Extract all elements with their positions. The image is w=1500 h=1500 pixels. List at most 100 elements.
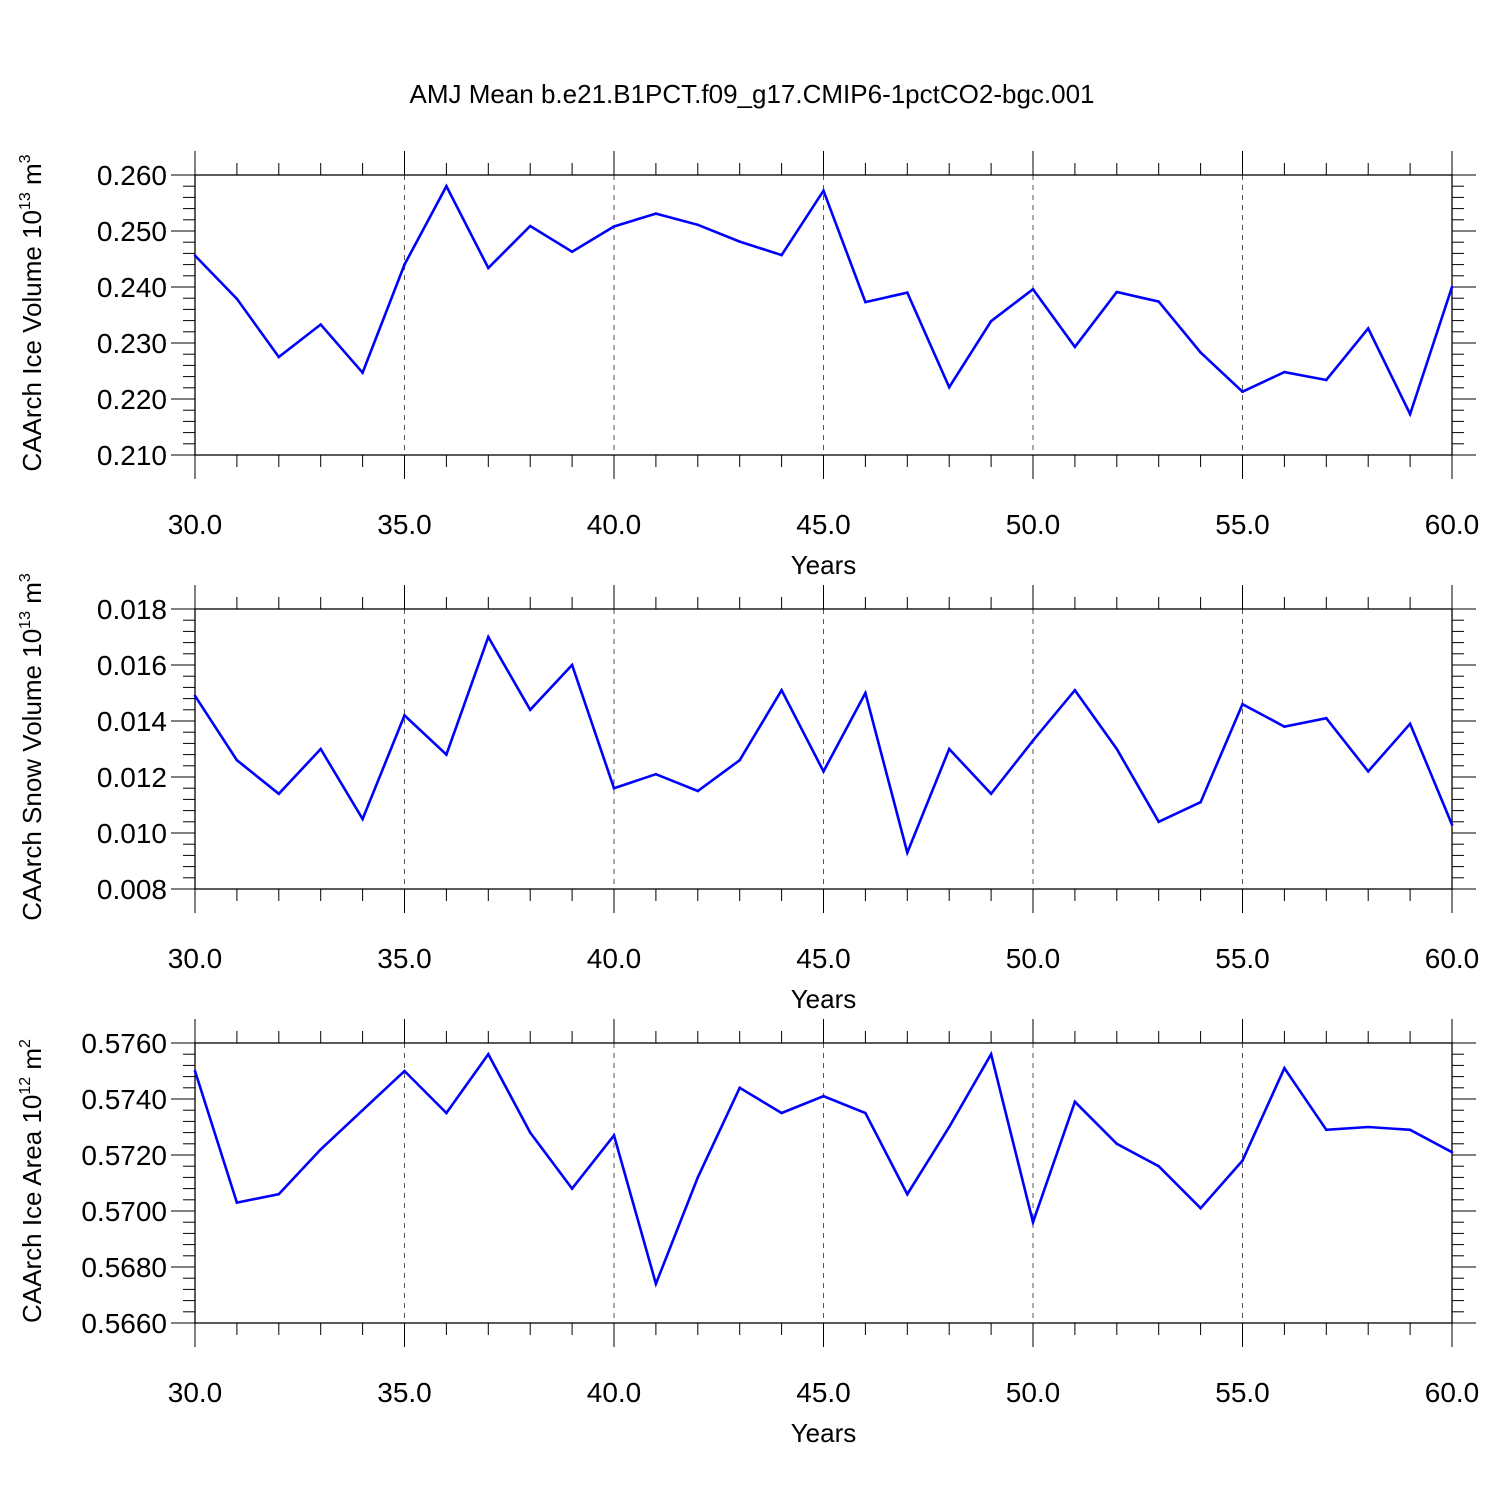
data-point — [361, 817, 364, 821]
y-axis-label: CAArch Ice Area 1012 m2 — [17, 1039, 47, 1323]
y-tick-label: 0.010 — [97, 818, 167, 849]
data-point — [403, 263, 406, 266]
data-point — [654, 772, 658, 776]
y-tick-label: 0.5740 — [81, 1084, 167, 1115]
data-point — [1157, 820, 1160, 824]
data-point — [277, 1192, 281, 1196]
x-tick-label: 30.0 — [168, 509, 223, 540]
data-point — [487, 1052, 490, 1056]
y-tick-label: 0.5660 — [81, 1308, 167, 1339]
panels: 0.210 0.220 0.230 0.240 0.250 0.260 30.0 35.0 40… — [17, 151, 1479, 1448]
data-point — [612, 225, 616, 228]
data-point — [235, 297, 239, 301]
data-point — [1408, 722, 1412, 726]
data-point — [528, 1131, 532, 1134]
chart-panel-2: 0.008 0.010 0.012 0.014 0.016 0.018 30.0 35.0 40… — [17, 573, 1479, 1014]
data-point — [989, 1052, 993, 1056]
data-point — [947, 747, 951, 751]
data-point — [1241, 390, 1244, 394]
y-axis-label: CAArch Ice Volume 1013 m3 — [17, 154, 47, 471]
y-tick-label: 0.240 — [97, 272, 167, 303]
x-axis-label: Years — [791, 984, 857, 1014]
data-point — [403, 1069, 406, 1073]
data-point — [612, 1134, 616, 1137]
y-tick-label: 0.5720 — [81, 1140, 167, 1171]
data-point — [696, 1176, 700, 1179]
data-point — [1325, 1128, 1328, 1132]
x-tick-label: 45.0 — [796, 943, 851, 974]
data-point — [947, 385, 951, 389]
data-point — [361, 1108, 364, 1112]
data-point — [487, 266, 490, 270]
data-point — [738, 758, 741, 762]
data-point — [864, 300, 867, 304]
data-point — [1157, 1164, 1160, 1168]
data-point — [822, 189, 825, 192]
data-point — [445, 184, 448, 188]
data-point — [822, 1094, 825, 1098]
x-tick-label: 55.0 — [1215, 509, 1270, 540]
data-point — [612, 786, 616, 790]
chart-title: AMJ Mean b.e21.B1PCT.f09_g17.CMIP6-1pctC… — [409, 79, 1094, 109]
x-tick-label: 50.0 — [1006, 943, 1061, 974]
data-point — [570, 663, 574, 667]
y-tick-label: 0.260 — [97, 160, 167, 191]
data-point — [193, 1069, 197, 1073]
data-point — [1115, 1142, 1119, 1146]
data-point — [1199, 800, 1202, 804]
data-point — [989, 319, 993, 323]
data-point — [1450, 823, 1454, 826]
data-point — [1073, 345, 1077, 349]
y-tick-label: 0.5680 — [81, 1252, 167, 1283]
data-point — [1241, 1159, 1244, 1162]
data-point — [235, 758, 239, 762]
data-point — [1366, 327, 1370, 330]
x-tick-label: 60.0 — [1425, 943, 1480, 974]
data-point — [906, 291, 909, 294]
data-point — [1031, 739, 1035, 742]
data-point — [654, 1282, 658, 1286]
data-point — [487, 635, 490, 639]
y-tick-label: 0.016 — [97, 650, 167, 681]
data-point — [989, 792, 993, 796]
x-tick-label: 50.0 — [1006, 509, 1061, 540]
data-point — [822, 770, 825, 773]
data-point — [277, 792, 281, 796]
y-tick-label: 0.230 — [97, 328, 167, 359]
data-point — [864, 1111, 867, 1115]
x-tick-label: 35.0 — [377, 509, 432, 540]
y-tick-label: 0.014 — [97, 706, 167, 737]
data-point — [1073, 688, 1077, 692]
chart-panel-3: 0.5660 0.5680 0.5700 0.5720 0.5740 0.5760 30.0… — [17, 1019, 1479, 1448]
data-point — [1408, 412, 1412, 416]
data-point — [319, 323, 323, 326]
y-tick-label: 0.250 — [97, 216, 167, 247]
data-point — [403, 714, 406, 717]
chart-panel-1: 0.210 0.220 0.230 0.240 0.250 0.260 30.0 35.0 40… — [17, 151, 1479, 580]
data-point — [780, 1111, 783, 1115]
data-point — [1283, 725, 1286, 728]
data-point — [1031, 1220, 1035, 1224]
x-tick-label: 40.0 — [587, 1377, 642, 1408]
data-point — [277, 355, 281, 359]
y-tick-label: 0.018 — [97, 594, 167, 625]
data-point — [906, 1192, 909, 1196]
x-axis-label: Years — [791, 550, 857, 580]
data-point — [361, 371, 364, 375]
data-point — [696, 789, 700, 793]
data-point — [906, 851, 909, 854]
data-point — [319, 1148, 323, 1151]
data-point — [654, 212, 658, 215]
data-point — [1115, 747, 1119, 751]
x-tick-label: 40.0 — [587, 509, 642, 540]
data-point — [1325, 378, 1328, 382]
data-point — [1241, 702, 1244, 706]
data-point — [528, 708, 532, 712]
x-tick-label: 60.0 — [1425, 1377, 1480, 1408]
data-point — [1157, 300, 1160, 303]
data-point — [1450, 1150, 1454, 1154]
data-point — [528, 224, 532, 228]
x-tick-label: 30.0 — [168, 943, 223, 974]
data-point — [1366, 770, 1370, 773]
